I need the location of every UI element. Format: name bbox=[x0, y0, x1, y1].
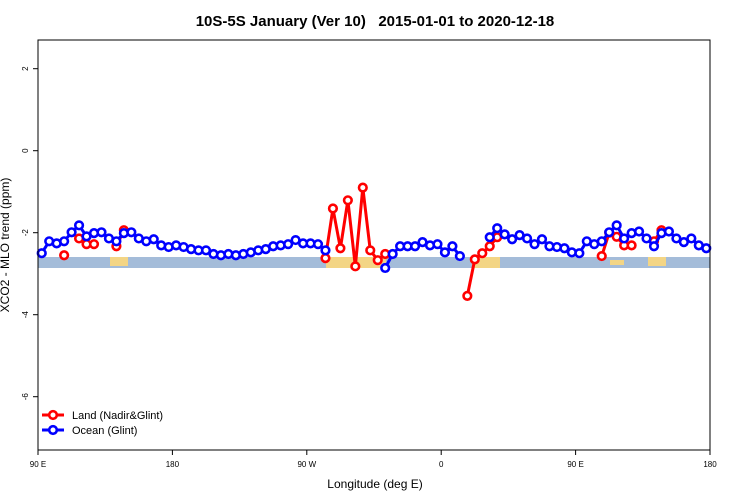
data-point bbox=[477, 248, 488, 259]
data-point bbox=[671, 233, 682, 244]
data-point bbox=[507, 234, 518, 245]
x-axis-label: Longitude (deg E) bbox=[327, 477, 422, 491]
data-point bbox=[596, 236, 607, 247]
land-patch bbox=[610, 260, 624, 265]
data-point bbox=[439, 247, 451, 258]
data-point bbox=[88, 239, 100, 250]
x-tick-label: 90 E bbox=[567, 460, 583, 469]
data-point bbox=[320, 253, 331, 264]
data-point bbox=[409, 241, 421, 252]
y-tick-label: -4 bbox=[21, 311, 30, 319]
x-tick-label: 90 E bbox=[30, 460, 46, 469]
data-point bbox=[432, 239, 443, 250]
x-tick-label: 180 bbox=[166, 460, 180, 469]
data-point bbox=[454, 250, 465, 262]
x-tick-label: 90 W bbox=[297, 460, 316, 469]
data-point bbox=[626, 240, 637, 251]
y-tick-label: -6 bbox=[21, 393, 30, 401]
data-point bbox=[59, 236, 70, 247]
data-point bbox=[641, 233, 652, 244]
data-point bbox=[357, 182, 368, 193]
data-point bbox=[574, 248, 585, 259]
data-point bbox=[200, 245, 212, 256]
data-point bbox=[604, 227, 615, 238]
data-point bbox=[536, 234, 548, 245]
data-point bbox=[499, 229, 510, 240]
data-point bbox=[469, 254, 480, 265]
data-point bbox=[484, 241, 495, 252]
data-point bbox=[484, 232, 495, 243]
y-tick-label: -2 bbox=[21, 229, 30, 237]
data-point bbox=[126, 227, 137, 238]
data-point bbox=[111, 236, 122, 247]
data-point bbox=[686, 233, 697, 244]
plot-frame bbox=[37, 39, 711, 451]
land-patch bbox=[472, 257, 500, 268]
data-point bbox=[283, 239, 294, 250]
data-point bbox=[36, 248, 47, 259]
data-point bbox=[611, 220, 622, 231]
x-tick-label: 180 bbox=[703, 460, 717, 469]
land-patch bbox=[110, 257, 128, 266]
data-point bbox=[73, 220, 85, 231]
data-point bbox=[380, 262, 391, 274]
data-point bbox=[529, 239, 540, 250]
data-point bbox=[372, 255, 383, 266]
data-point bbox=[633, 226, 645, 237]
data-point bbox=[678, 237, 689, 248]
x-tick-label: 0 bbox=[439, 460, 444, 469]
legend-label: Ocean (Glint) bbox=[72, 425, 137, 437]
y-tick-label: 2 bbox=[21, 66, 30, 71]
chart-title: 10S-5S January (Ver 10) 2015-01-01 to 20… bbox=[196, 13, 555, 30]
data-point bbox=[66, 227, 77, 238]
data-point bbox=[462, 290, 473, 301]
y-axis-label: XCO2 - MLO trend (ppm) bbox=[0, 178, 12, 313]
data-point bbox=[312, 239, 324, 250]
data-point bbox=[648, 241, 660, 252]
data-point bbox=[492, 223, 503, 234]
data-point bbox=[596, 250, 607, 262]
data-point bbox=[96, 227, 107, 238]
data-point bbox=[559, 243, 570, 254]
legend-marker bbox=[47, 424, 59, 436]
legend: Land (Nadir&Glint) Ocean (Glint) bbox=[42, 409, 163, 437]
data-point bbox=[387, 248, 398, 260]
data-point bbox=[365, 245, 376, 256]
data-point bbox=[521, 233, 533, 244]
data-point bbox=[320, 245, 331, 256]
data-point bbox=[342, 195, 353, 206]
data-point bbox=[335, 243, 346, 254]
data-point bbox=[663, 226, 675, 237]
legend-marker bbox=[47, 409, 59, 421]
data-point bbox=[350, 261, 361, 272]
y-tick-label: 0 bbox=[21, 148, 30, 153]
data-point bbox=[447, 241, 458, 252]
data-point bbox=[327, 203, 339, 214]
legend-label: Land (Nadir&Glint) bbox=[72, 410, 163, 422]
data-point bbox=[59, 250, 70, 261]
data-point bbox=[701, 243, 712, 254]
land-patch bbox=[648, 257, 666, 266]
data-point bbox=[148, 234, 159, 245]
data-point bbox=[619, 233, 630, 244]
